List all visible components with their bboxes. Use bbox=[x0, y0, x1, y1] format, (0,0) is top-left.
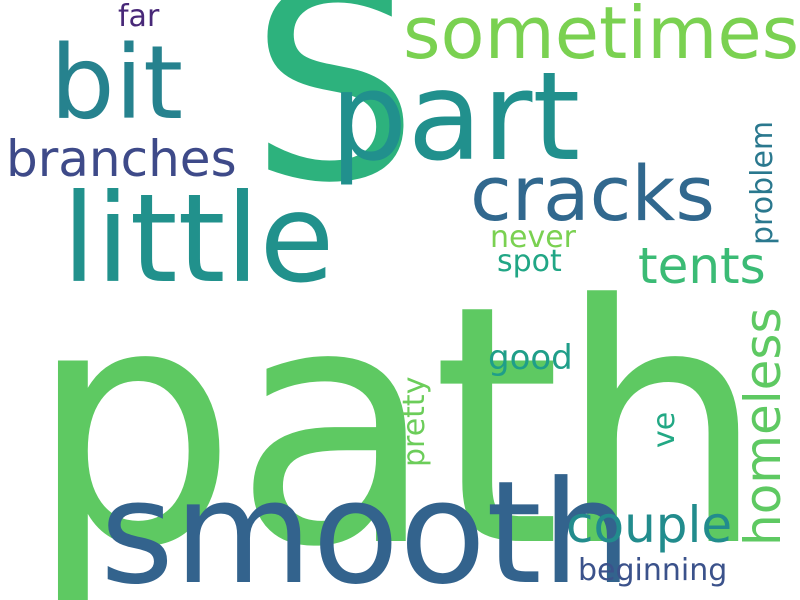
word-problem: problem bbox=[745, 120, 780, 245]
word-spot: spot bbox=[497, 244, 562, 279]
word-little: little bbox=[62, 168, 335, 310]
word-pretty: pretty bbox=[397, 376, 432, 467]
word-never: never bbox=[490, 220, 577, 255]
word-beginning: beginning bbox=[578, 553, 728, 588]
word-good: good bbox=[488, 338, 573, 378]
word-sometimes: sometimes bbox=[403, 0, 800, 75]
word-far: far bbox=[118, 0, 160, 34]
word-bit: bit bbox=[50, 24, 184, 143]
word-s: S bbox=[250, 0, 419, 241]
word-tents: tents bbox=[638, 237, 766, 295]
word-ve: ve bbox=[647, 411, 682, 448]
word-branches: branches bbox=[6, 130, 237, 188]
word-smooth: smooth bbox=[100, 451, 632, 600]
word-part: part bbox=[330, 46, 581, 188]
word-couple: couple bbox=[566, 496, 733, 554]
word-cracks: cracks bbox=[470, 149, 715, 238]
word-path: path bbox=[28, 235, 766, 600]
word-homeless: homeless bbox=[734, 307, 792, 546]
